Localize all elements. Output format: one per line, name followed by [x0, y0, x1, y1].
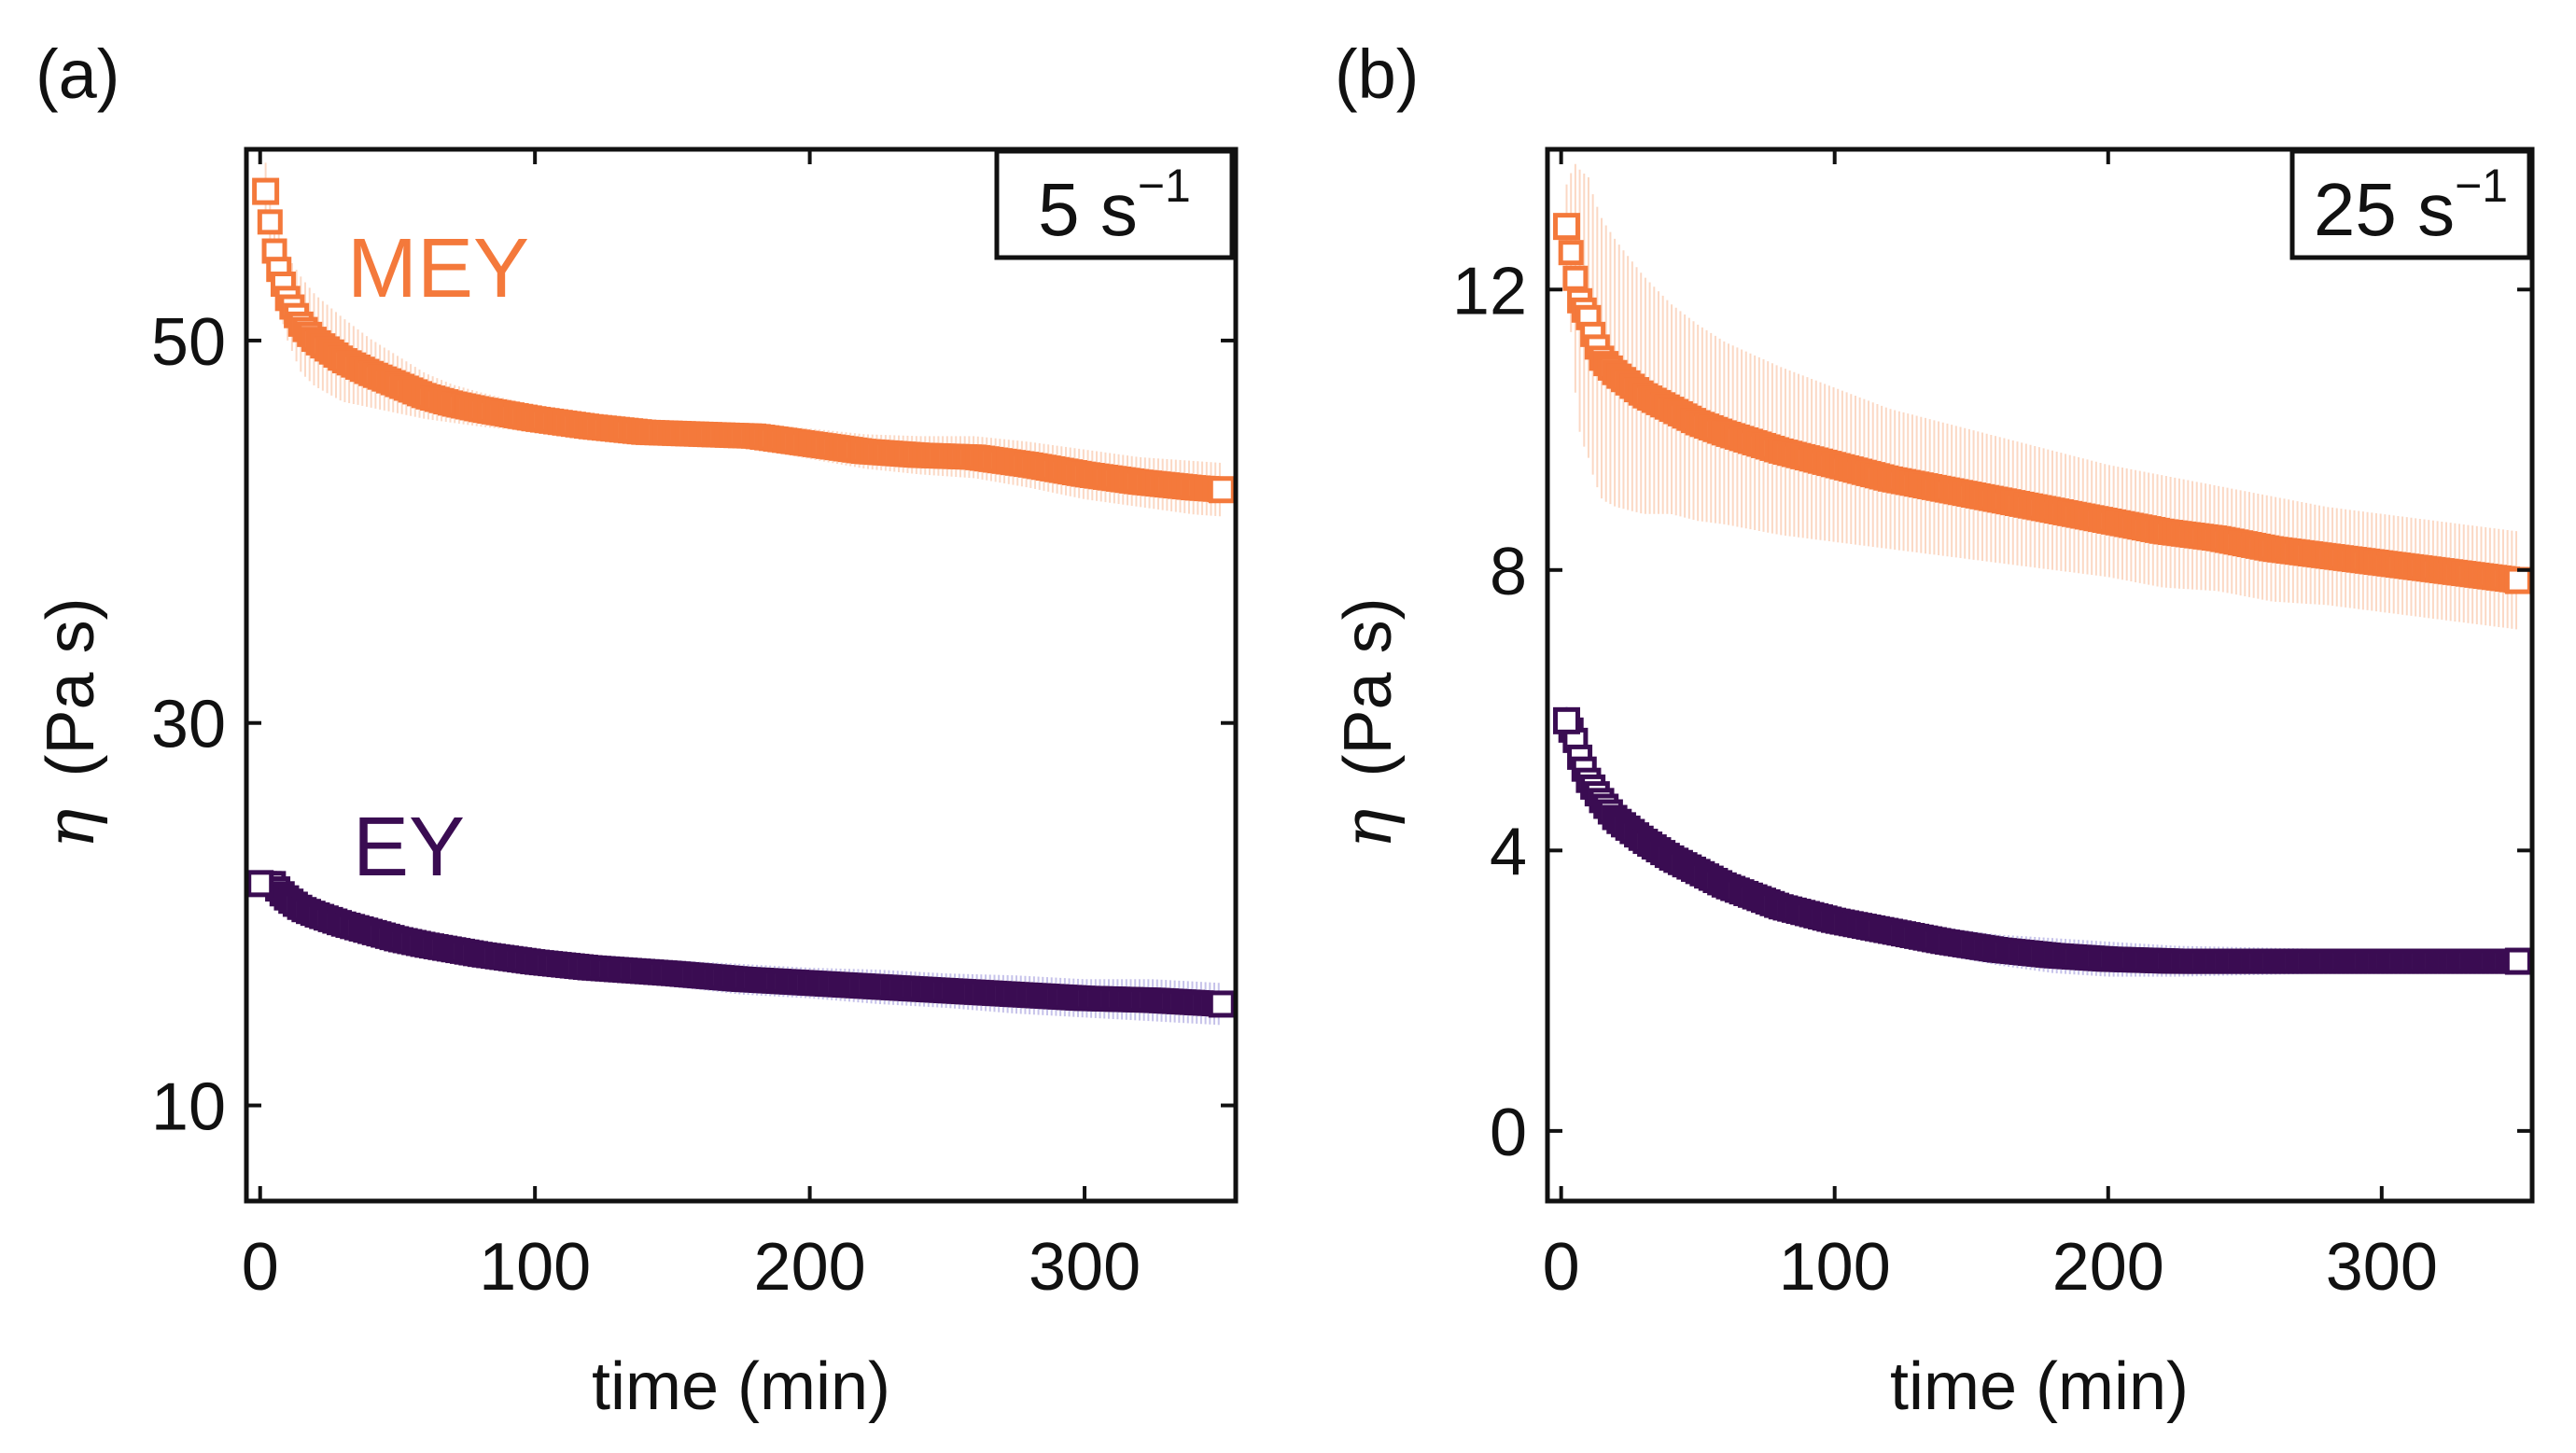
x-tick-label-300: 300	[2326, 1230, 2438, 1305]
data-markers-b	[1553, 213, 2532, 975]
y-tick-label-4: 4	[1490, 815, 1527, 889]
y-tick-label-30: 30	[151, 688, 226, 762]
plot-frame-b	[1545, 147, 2535, 1204]
data-point-mey	[1558, 240, 1584, 266]
plot-frame-a	[244, 147, 1239, 1204]
y-axis-label-a: η (Pa s)	[31, 597, 109, 848]
y-axis-unit-a: (Pa s)	[34, 597, 108, 776]
y-axis-label-b: η (Pa s)	[1328, 597, 1407, 848]
data-point-end-mey	[1553, 213, 1581, 241]
y-tick-label-0: 0	[1490, 1096, 1527, 1170]
x-tick-label-300: 300	[1029, 1230, 1141, 1305]
shear-rate-label-b: 25 s−1	[2314, 160, 2508, 251]
data-point-end-ey	[1553, 706, 1581, 734]
y-tick-label-8: 8	[1490, 535, 1527, 609]
x-tick-label-100: 100	[1779, 1230, 1891, 1305]
x-tick-label-200: 200	[754, 1230, 866, 1305]
chart-b-svg: (b) η (Pa s) 0 100 200 300 0 4 8 12 25 s−1 time…	[1328, 35, 2535, 1424]
x-tick-label-0: 0	[242, 1230, 279, 1305]
shear-rate-box-a	[994, 148, 1235, 260]
series-label-ey-a: EY	[353, 801, 465, 894]
series-label-mey-a: MEY	[347, 222, 529, 315]
y-axis-unit-b: (Pa s)	[1331, 597, 1406, 776]
shear-rate-label-a: 5 s−1	[1038, 160, 1191, 251]
svg-text:η (Pa s): η (Pa s)	[31, 597, 109, 848]
svg-text:η (Pa s): η (Pa s)	[1328, 597, 1407, 848]
y-tick-label-10: 10	[151, 1070, 226, 1145]
data-point-mey	[257, 209, 283, 235]
x-axis-label-a: time (min)	[592, 1349, 890, 1424]
chart-panel-a: (a) η (Pa s) 0 100 200 300 10 30 50 5 s−1 MEY …	[31, 35, 1239, 1424]
axis-ticks-a: 0 100 200 300 10 30 50	[151, 149, 1236, 1305]
data-point-end-ey	[1208, 990, 1236, 1018]
data-point-end-mey	[2504, 566, 2532, 594]
data-point-end-mey	[252, 177, 280, 205]
y-axis-symbol-a: η	[31, 808, 109, 848]
data-point-end-mey	[1208, 476, 1236, 504]
panel-label-a: (a)	[35, 35, 119, 113]
axis-ticks-b: 0 100 200 300 0 4 8 12	[1452, 149, 2532, 1305]
chart-panel-b: (b) η (Pa s) 0 100 200 300 0 4 8 12 25 s−1 time…	[1297, 0, 2576, 1453]
data-point-end-ey	[2504, 947, 2532, 975]
y-tick-label-12: 12	[1452, 254, 1527, 328]
y-axis-symbol-b: η	[1328, 808, 1407, 848]
data-markers-a	[246, 177, 1236, 1018]
x-tick-label-0: 0	[1543, 1230, 1580, 1305]
panel-label-b: (b)	[1335, 35, 1419, 113]
x-tick-label-200: 200	[2052, 1230, 2164, 1305]
x-axis-label-b: time (min)	[1890, 1349, 2189, 1424]
data-point-mey	[1562, 265, 1589, 291]
x-tick-label-100: 100	[479, 1230, 591, 1305]
y-tick-label-50: 50	[151, 305, 226, 380]
shear-rate-box-b	[2289, 148, 2532, 260]
data-point-end-ey	[246, 870, 274, 898]
